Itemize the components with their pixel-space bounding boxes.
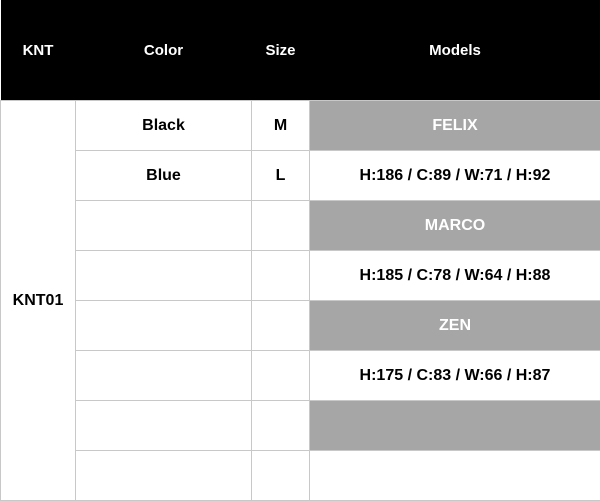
size-cell [252,301,310,351]
header-size: Size [252,0,310,101]
size-cell: M [252,101,310,151]
color-cell [76,301,252,351]
color-cell: Blue [76,151,252,201]
header-row: KNT Color Size Models [1,0,600,101]
model-cell [310,451,600,501]
size-cell [252,201,310,251]
color-cell: Black [76,101,252,151]
size-cell: L [252,151,310,201]
table-row: MARCO [1,201,600,251]
header-models: Models [310,0,600,101]
color-cell [76,201,252,251]
model-cell [310,401,600,451]
table-row: ZEN [1,301,600,351]
model-cell: FELIX [310,101,600,151]
header-color: Color [76,0,252,101]
size-cell [252,251,310,301]
header-knt: KNT [1,0,76,101]
size-cell [252,451,310,501]
table-row [1,401,600,451]
model-cell: MARCO [310,201,600,251]
size-cell [252,401,310,451]
model-cell: H:185 / C:78 / W:64 / H:88 [310,251,600,301]
knt-code-cell: KNT01 [1,101,76,501]
color-cell [76,401,252,451]
color-cell [76,351,252,401]
model-cell: H:175 / C:83 / W:66 / H:87 [310,351,600,401]
table-row [1,451,600,501]
table-row: H:175 / C:83 / W:66 / H:87 [1,351,600,401]
size-cell [252,351,310,401]
model-cell: ZEN [310,301,600,351]
color-cell [76,251,252,301]
color-cell [76,451,252,501]
model-cell: H:186 / C:89 / W:71 / H:92 [310,151,600,201]
table-row: H:185 / C:78 / W:64 / H:88 [1,251,600,301]
